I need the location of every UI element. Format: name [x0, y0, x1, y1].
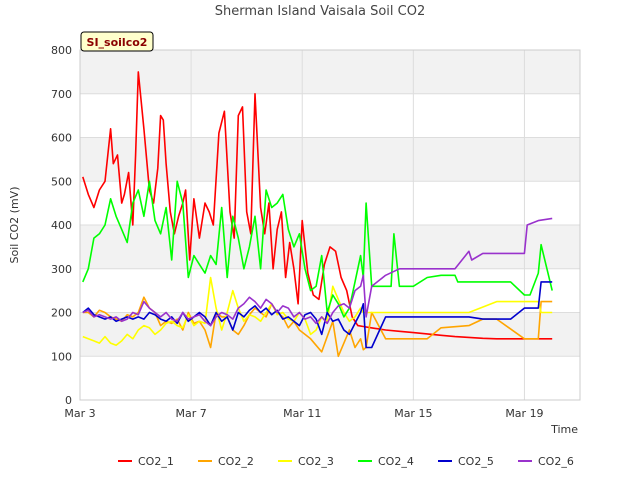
y-tick-label: 600: [51, 132, 72, 145]
y-tick-label: 200: [51, 307, 72, 320]
y-tick-label: 300: [51, 263, 72, 276]
x-axis-label: Time: [550, 423, 578, 436]
x-tick-label: Mar 15: [394, 407, 432, 420]
legend: CO2_1 CO2_2 CO2_3 CO2_4 CO2_5 CO2_6: [118, 455, 574, 468]
plot-band: [80, 50, 580, 94]
y-tick-label: 500: [51, 175, 72, 188]
tag-badge: SI_soilco2: [80, 31, 154, 52]
y-tick-label: 0: [65, 394, 72, 407]
tag-badge-label: SI_soilco2: [87, 36, 148, 49]
legend-label: CO2_1: [138, 455, 174, 468]
legend-label: CO2_6: [538, 455, 574, 468]
tag-badge-box: [80, 31, 154, 52]
legend-label: CO2_5: [458, 455, 494, 468]
series-line-co2-3: [82, 276, 553, 347]
series-line-co2-4: [82, 180, 553, 318]
y-tick-label: 400: [51, 219, 72, 232]
series-lines: [82, 71, 553, 358]
legend-label: CO2_3: [298, 455, 334, 468]
chart-title: Sherman Island Vaisala Soil CO2: [215, 4, 425, 19]
y-tick-labels: 0 100 200 300 400 500 600 700 800: [51, 44, 72, 407]
series-line-co2-6: [82, 217, 553, 327]
y-tick-label: 700: [51, 88, 72, 101]
y-tick-label: 100: [51, 350, 72, 363]
x-tick-label: Mar 7: [175, 407, 206, 420]
x-tick-label: Mar 11: [283, 407, 321, 420]
plot-band: [80, 137, 580, 182]
y-axis-label: Soil CO2 (mV): [8, 187, 21, 264]
x-tick-labels: Mar 3 Mar 7 Mar 11 Mar 15 Mar 19: [64, 407, 543, 420]
legend-label: CO2_2: [218, 455, 254, 468]
legend-label: CO2_4: [378, 455, 414, 468]
x-tick-label: Mar 19: [505, 407, 543, 420]
plot-frame: [79, 49, 581, 401]
series-line-co2-5: [82, 281, 553, 349]
plot-bands: [80, 50, 580, 357]
y-tick-label: 800: [51, 44, 72, 57]
x-tick-label: Mar 3: [64, 407, 95, 420]
